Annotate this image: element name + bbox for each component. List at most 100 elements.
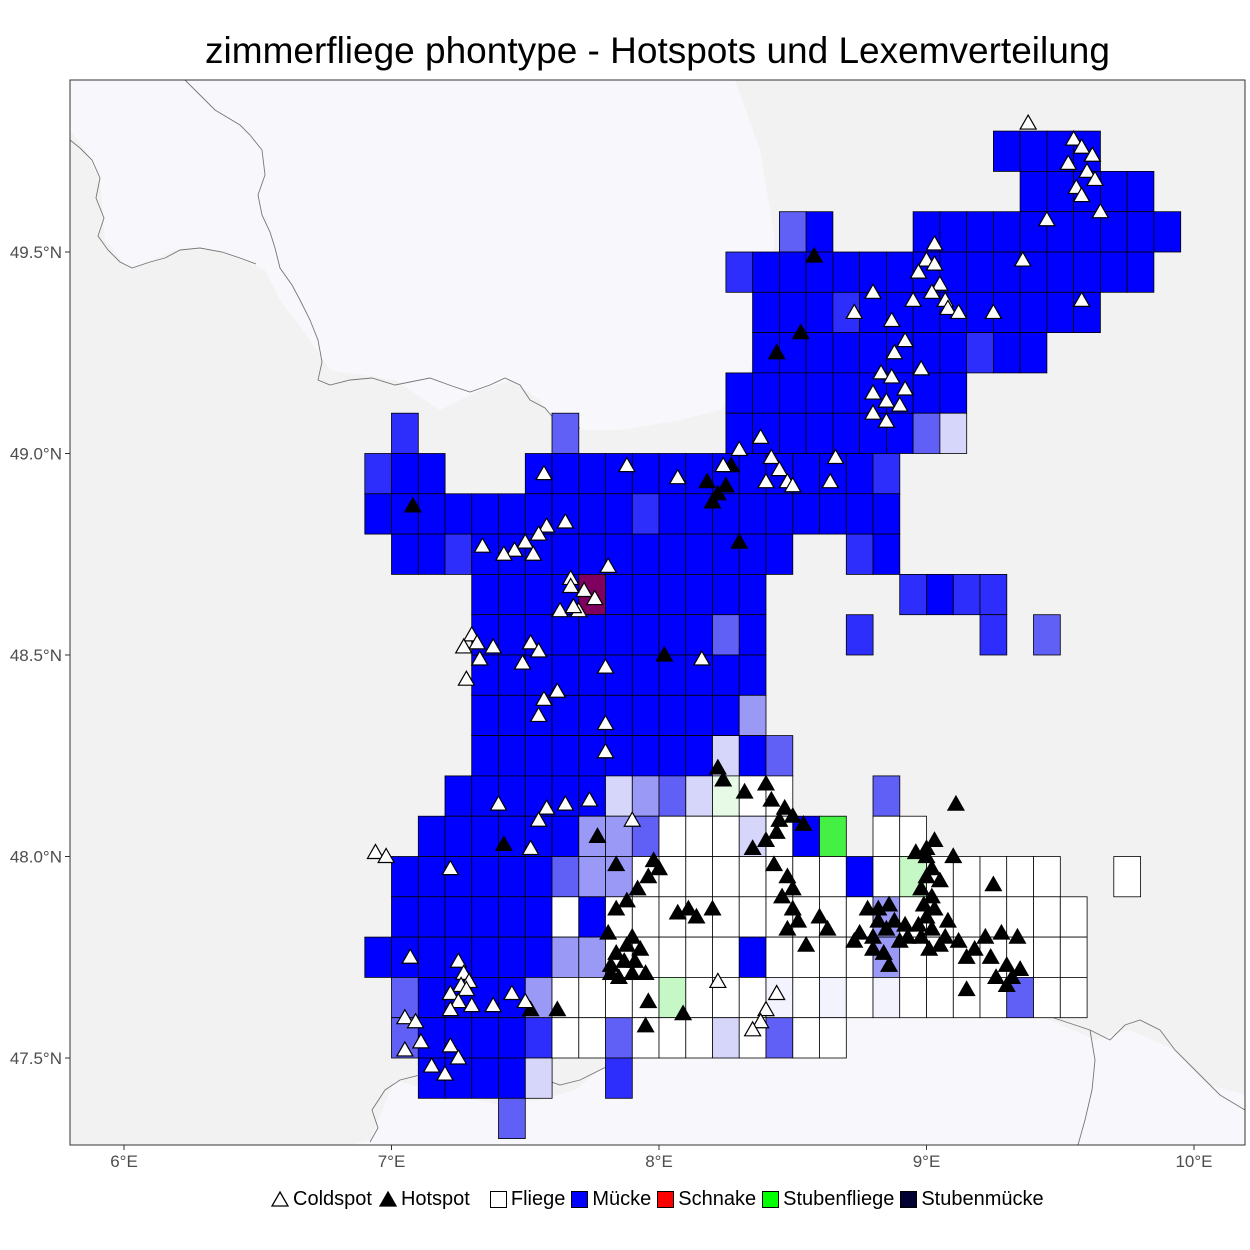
grid-cell bbox=[1046, 251, 1075, 293]
hotspot-marker bbox=[617, 935, 636, 952]
grid-cell bbox=[872, 453, 901, 495]
grid-cell bbox=[444, 533, 473, 575]
grid-cell bbox=[752, 372, 780, 414]
grid-cell bbox=[738, 574, 767, 616]
grid-cell bbox=[979, 574, 1008, 616]
coldspot-marker bbox=[1013, 250, 1032, 267]
grid-cell bbox=[658, 856, 687, 898]
grid-cell bbox=[524, 1017, 553, 1059]
grid-cell bbox=[712, 694, 740, 736]
grid-cell bbox=[805, 332, 834, 374]
grid-cell bbox=[712, 574, 740, 616]
coldspot-marker bbox=[516, 992, 535, 1009]
grid-cell bbox=[712, 815, 740, 857]
hotspot-marker bbox=[631, 939, 650, 956]
grid-cell bbox=[578, 896, 606, 938]
coldspot-marker bbox=[585, 589, 604, 606]
grid-cell bbox=[819, 936, 847, 978]
hotspot-marker bbox=[863, 939, 883, 956]
grid-cell bbox=[444, 775, 473, 817]
grid-cell bbox=[551, 453, 580, 495]
grid-cell bbox=[658, 574, 687, 616]
grid-cell bbox=[765, 533, 794, 575]
grid-cell bbox=[658, 694, 687, 736]
coldspot-marker bbox=[1072, 291, 1091, 307]
hotspot-marker bbox=[896, 915, 915, 932]
grid-cell bbox=[752, 412, 780, 454]
grid-cell bbox=[966, 332, 994, 374]
hotspot-marker bbox=[767, 823, 786, 839]
grid-cell bbox=[725, 251, 754, 293]
hotspot-marker bbox=[818, 919, 837, 936]
grid-cell bbox=[498, 735, 526, 777]
hotspot-marker bbox=[997, 956, 1016, 972]
grid-cell bbox=[872, 533, 901, 575]
coldspot-marker bbox=[599, 557, 618, 573]
legend-item-schnake: Schnake bbox=[657, 1188, 756, 1211]
coldspot-marker bbox=[882, 311, 901, 328]
grid-cell bbox=[551, 896, 580, 938]
grid-cell bbox=[685, 574, 713, 616]
coldspot-marker bbox=[756, 472, 776, 489]
grid-cell bbox=[819, 815, 847, 857]
grid-cell bbox=[765, 936, 794, 978]
coldspot-marker bbox=[494, 545, 513, 561]
grid-cell bbox=[471, 574, 499, 616]
grid-cell bbox=[498, 614, 526, 656]
grid-cell bbox=[631, 533, 660, 575]
grid-cell bbox=[712, 614, 740, 656]
hotspot-marker bbox=[992, 923, 1011, 940]
grid-cell bbox=[952, 856, 981, 898]
hotspot-marker bbox=[946, 794, 965, 811]
grid-cell bbox=[685, 735, 713, 777]
hotspot-marker bbox=[797, 935, 816, 952]
grid-cell bbox=[1019, 170, 1048, 213]
hotspot-marker bbox=[703, 899, 722, 916]
legend-label-hotspot: Hotspot bbox=[400, 1187, 470, 1210]
hotspot-marker bbox=[756, 774, 776, 791]
grid-cell bbox=[712, 896, 740, 938]
coldspot-marker bbox=[1064, 129, 1083, 146]
grid-cell bbox=[845, 856, 874, 898]
coldspot-marker bbox=[561, 577, 580, 594]
hotspot-marker bbox=[880, 895, 899, 912]
legend-label-schnake: Schnake bbox=[678, 1187, 757, 1210]
grid-cell bbox=[498, 936, 526, 978]
grid-cell bbox=[792, 493, 820, 535]
grid-cell bbox=[712, 654, 740, 696]
legend-label-mucke: Mücke bbox=[592, 1187, 652, 1210]
grid-cell bbox=[765, 493, 794, 535]
triangle-filled-icon bbox=[378, 1190, 398, 1207]
grid-cell bbox=[1100, 170, 1128, 213]
hotspot-marker bbox=[874, 944, 893, 960]
grid-cell bbox=[631, 493, 660, 535]
grid-cell bbox=[1113, 856, 1142, 898]
grid-cell bbox=[685, 533, 713, 575]
coldspot-marker bbox=[762, 448, 781, 465]
hotspot-marker bbox=[984, 875, 1003, 892]
grid-cell bbox=[779, 211, 807, 253]
hotspot-marker bbox=[783, 879, 802, 896]
hotspot-marker bbox=[957, 980, 976, 997]
coldspot-marker bbox=[751, 1012, 770, 1029]
grid-cell bbox=[1019, 291, 1048, 333]
hotspot-marker bbox=[778, 867, 797, 884]
grid-cell bbox=[738, 936, 767, 978]
grid-cell bbox=[845, 533, 874, 575]
coldspot-marker bbox=[912, 359, 931, 376]
grid-cell bbox=[845, 493, 874, 535]
grid-cell bbox=[939, 211, 968, 253]
hotspot-marker bbox=[636, 1016, 655, 1033]
grid-cell bbox=[605, 1017, 633, 1059]
grid-cell bbox=[1033, 936, 1061, 978]
hotspot-marker bbox=[783, 806, 802, 823]
grid-cell bbox=[578, 453, 606, 495]
coldspot-marker bbox=[863, 383, 883, 400]
grid-cell bbox=[872, 856, 901, 898]
grid-cell bbox=[1033, 614, 1061, 656]
grid-cell bbox=[1126, 211, 1155, 253]
coldspot-marker bbox=[550, 601, 570, 618]
border-line-west bbox=[70, 139, 257, 269]
hotspot-marker bbox=[917, 847, 936, 864]
grid-cell bbox=[805, 372, 834, 414]
